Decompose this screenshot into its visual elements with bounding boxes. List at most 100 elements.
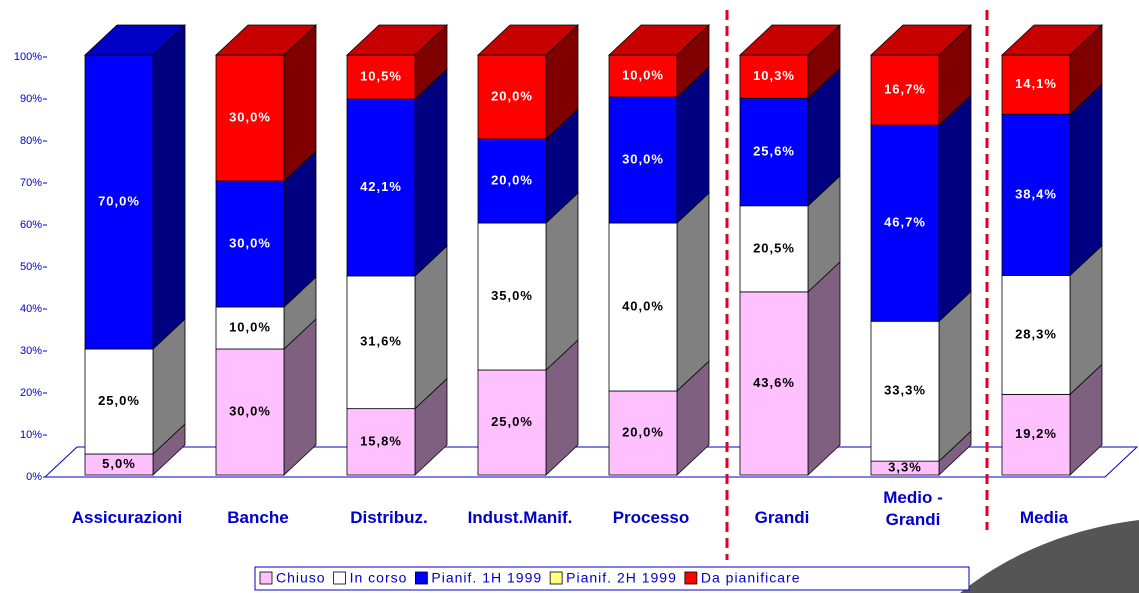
y-tick-label: 20% xyxy=(20,387,42,399)
legend-label: Pianif. 2H 1999 xyxy=(566,570,677,586)
bar-side xyxy=(414,68,448,277)
value-label: 38,4% xyxy=(1015,186,1057,201)
bar xyxy=(1001,275,1071,395)
bar xyxy=(215,306,285,350)
bar-side xyxy=(938,94,972,323)
value-label: 3,3% xyxy=(888,460,922,475)
value-label: 15,8% xyxy=(360,433,402,448)
legend-box xyxy=(254,566,970,591)
value-label: 33,3% xyxy=(884,383,926,398)
value-label: 70,0% xyxy=(98,193,140,208)
bar-top xyxy=(607,24,711,56)
bar-side xyxy=(152,24,186,350)
bar xyxy=(477,138,547,224)
floor xyxy=(43,446,1139,478)
bar xyxy=(346,54,416,100)
bar xyxy=(215,180,285,308)
legend-swatch xyxy=(549,571,563,585)
value-label: 35,0% xyxy=(491,288,533,303)
legend-swatch xyxy=(333,571,346,585)
value-label: 30,0% xyxy=(622,151,664,166)
value-label: 5,0% xyxy=(102,456,136,471)
bar-top xyxy=(869,24,973,56)
legend-swatch xyxy=(259,571,273,585)
bar xyxy=(870,124,940,322)
bar xyxy=(608,222,678,392)
value-label: 40,0% xyxy=(622,298,664,313)
x-tick-label: Distribuz. xyxy=(350,508,428,527)
x-tick-label: Medio - Grandi xyxy=(883,488,943,529)
bar xyxy=(346,408,416,476)
x-tick-label: Banche xyxy=(227,508,289,527)
value-label: 43,6% xyxy=(753,375,795,390)
value-label: 10,3% xyxy=(753,68,795,83)
decor-swoosh xyxy=(960,520,1139,593)
y-tick-label: 60% xyxy=(20,219,42,231)
bar xyxy=(84,54,154,350)
bar xyxy=(739,291,809,476)
y-tick-label: 30% xyxy=(20,345,42,357)
y-tick-label: 10% xyxy=(20,429,42,441)
x-tick-label: Processo xyxy=(612,508,690,527)
bar xyxy=(477,369,547,476)
y-tick-label: 0% xyxy=(26,471,42,483)
value-label: 14,1% xyxy=(1015,76,1057,91)
bar-top xyxy=(345,24,449,56)
bar xyxy=(1001,54,1071,115)
y-tick-label: 50% xyxy=(20,261,42,273)
x-tick-label: Media xyxy=(1019,508,1069,527)
value-label: 46,7% xyxy=(884,215,926,230)
y-tick-label: 80% xyxy=(20,135,42,147)
bar-side xyxy=(807,260,841,476)
value-label: 20,5% xyxy=(753,240,795,255)
bar-side xyxy=(1069,83,1103,277)
value-label: 20,0% xyxy=(491,88,533,103)
x-tick-label: Grandi xyxy=(754,508,810,527)
bar xyxy=(608,96,678,224)
x-tick-label: Indust.Manif. xyxy=(467,508,573,527)
value-label: 16,7% xyxy=(884,82,926,97)
value-label: 30,0% xyxy=(229,235,271,250)
value-label: 25,0% xyxy=(491,414,533,429)
legend-swatch xyxy=(684,571,698,585)
value-label: 25,0% xyxy=(98,393,140,408)
legend-label: Da pianificare xyxy=(701,570,801,586)
bar xyxy=(608,390,678,476)
bar-top xyxy=(476,24,580,56)
value-label: 30,0% xyxy=(229,109,271,124)
bar xyxy=(215,54,285,182)
bar-side xyxy=(545,192,579,371)
bar xyxy=(870,54,940,126)
bar xyxy=(1001,393,1071,476)
value-label: 30,0% xyxy=(229,403,271,418)
value-label: 42,1% xyxy=(360,179,402,194)
bar-side xyxy=(676,192,710,392)
bar-top xyxy=(1000,24,1104,56)
y-tick-label: 70% xyxy=(20,177,42,189)
legend-label: In corso xyxy=(350,570,408,586)
value-label: 28,3% xyxy=(1015,326,1057,341)
legend-label: Pianif. 1H 1999 xyxy=(431,570,542,586)
bar xyxy=(739,97,809,207)
x-tick-label: Assicurazioni xyxy=(71,508,183,527)
bar xyxy=(1001,113,1071,276)
legend-label: Chiuso xyxy=(276,570,326,586)
y-tick-label: 40% xyxy=(20,303,42,315)
bar xyxy=(477,222,547,371)
value-label: 31,6% xyxy=(360,334,402,349)
value-label: 19,2% xyxy=(1015,426,1057,441)
bar xyxy=(739,54,809,99)
value-label: 10,0% xyxy=(229,319,271,334)
y-tick-label: 90% xyxy=(20,93,42,105)
value-label: 10,0% xyxy=(622,67,664,82)
value-label: 20,0% xyxy=(491,172,533,187)
bar xyxy=(739,205,809,293)
value-label: 20,0% xyxy=(622,424,664,439)
value-label: 10,5% xyxy=(360,68,402,83)
legend-swatch xyxy=(415,571,428,585)
bar-top xyxy=(738,24,842,56)
value-label: 25,6% xyxy=(753,143,795,158)
bar-top xyxy=(83,24,187,56)
